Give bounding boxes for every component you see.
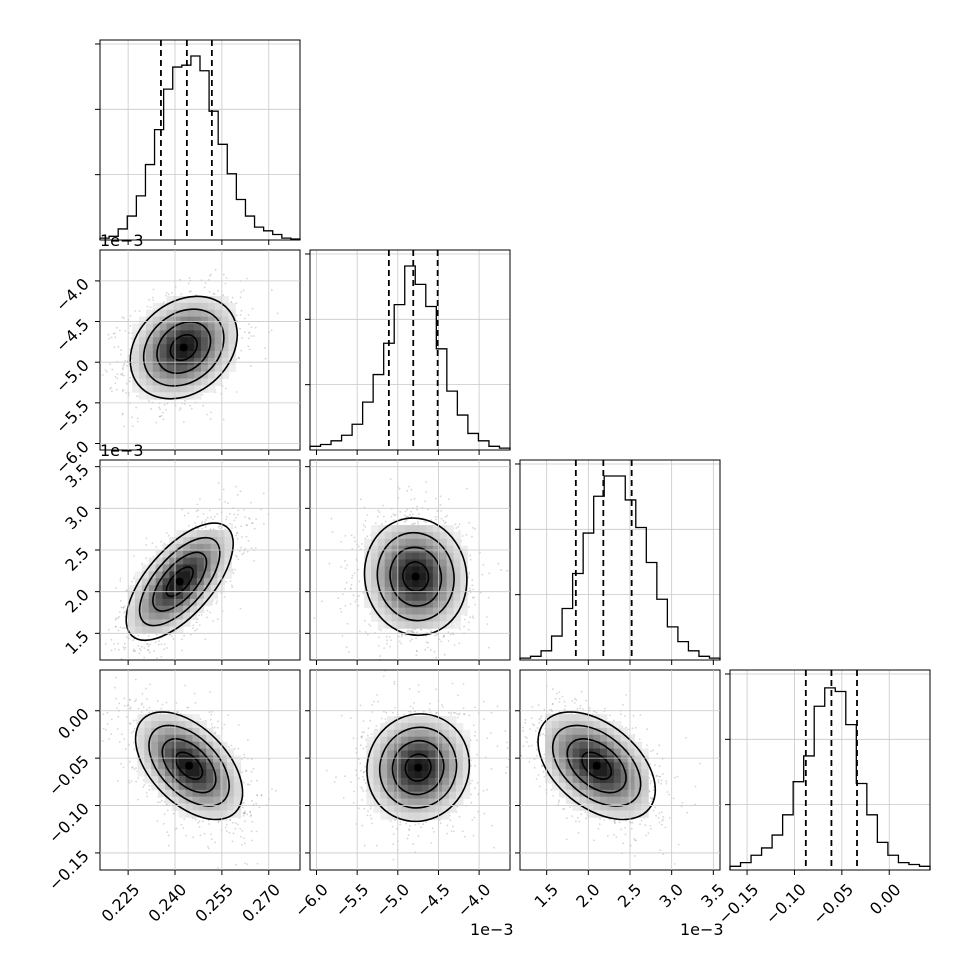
contour-level [138,536,221,627]
contour-level [537,711,657,821]
contour-level [169,333,198,362]
density-peak [185,761,194,770]
axes-frame [519,459,721,661]
axes-frame [519,669,721,871]
density-peak [414,763,423,772]
histogram-panel-3 [725,669,931,871]
contour-level [363,517,468,637]
contour-level [366,713,471,823]
contour-level [581,751,613,780]
density-peak [179,343,188,352]
grid-lines [310,460,510,660]
histogram-step-1 [309,265,511,450]
contour-level [389,546,443,607]
axes-frame [309,459,511,661]
axes-frame [99,249,301,451]
contours [537,711,657,821]
histogram-panel-2 [515,459,721,661]
axes-frame [99,459,301,661]
y-offset-label: 1e−3 [100,441,144,460]
contour-level [129,295,239,400]
histogram-step-3 [729,687,931,870]
x-offset-label: 1e−3 [680,920,724,939]
scatter-panel-2-1 [309,459,511,661]
grid-lines [100,250,300,450]
contour-level [378,726,458,809]
contours [129,295,239,400]
histogram-step-0 [99,55,301,240]
histogram-panel-0 [95,39,301,241]
y-offset-label: 1e−3 [100,231,144,250]
density-peak [411,572,420,581]
axes-frame [99,39,301,241]
contour-level [165,566,194,598]
contour-level [161,738,217,794]
contour-level [125,522,234,642]
contours [134,711,244,821]
axes-frame [309,249,511,451]
grid-lines [100,460,300,660]
contour-level [376,531,455,622]
contour-level [134,711,244,821]
density-peak [175,577,184,586]
contour-level [152,551,208,612]
scatter-panel-1-0 [99,249,301,451]
scatter-panel-2-0 [99,459,301,661]
histogram-step-2 [519,475,721,660]
contours [363,517,468,637]
contour-level [402,561,430,593]
scatter-panel-3-0 [99,669,301,871]
x-offset-label: 1e−3 [470,920,514,939]
histogram-panel-1 [305,249,511,451]
contours [366,713,471,823]
contour-level [566,738,627,794]
contour-level [156,321,212,374]
contour-level [551,724,642,807]
contour-level [148,724,230,807]
axes-frame [309,669,511,871]
density-blocks [545,714,649,818]
contour-level [404,753,432,782]
contours [125,522,234,642]
grid-lines [520,670,720,870]
axes-frame [729,669,931,871]
contour-level [391,739,445,796]
axes-frame [99,669,301,871]
density-blocks [364,525,468,629]
grid-lines [100,670,300,870]
density-peak [592,761,601,770]
grid-lines [310,670,510,870]
scatter-panel-3-2 [519,669,721,871]
contour-level [174,751,204,780]
